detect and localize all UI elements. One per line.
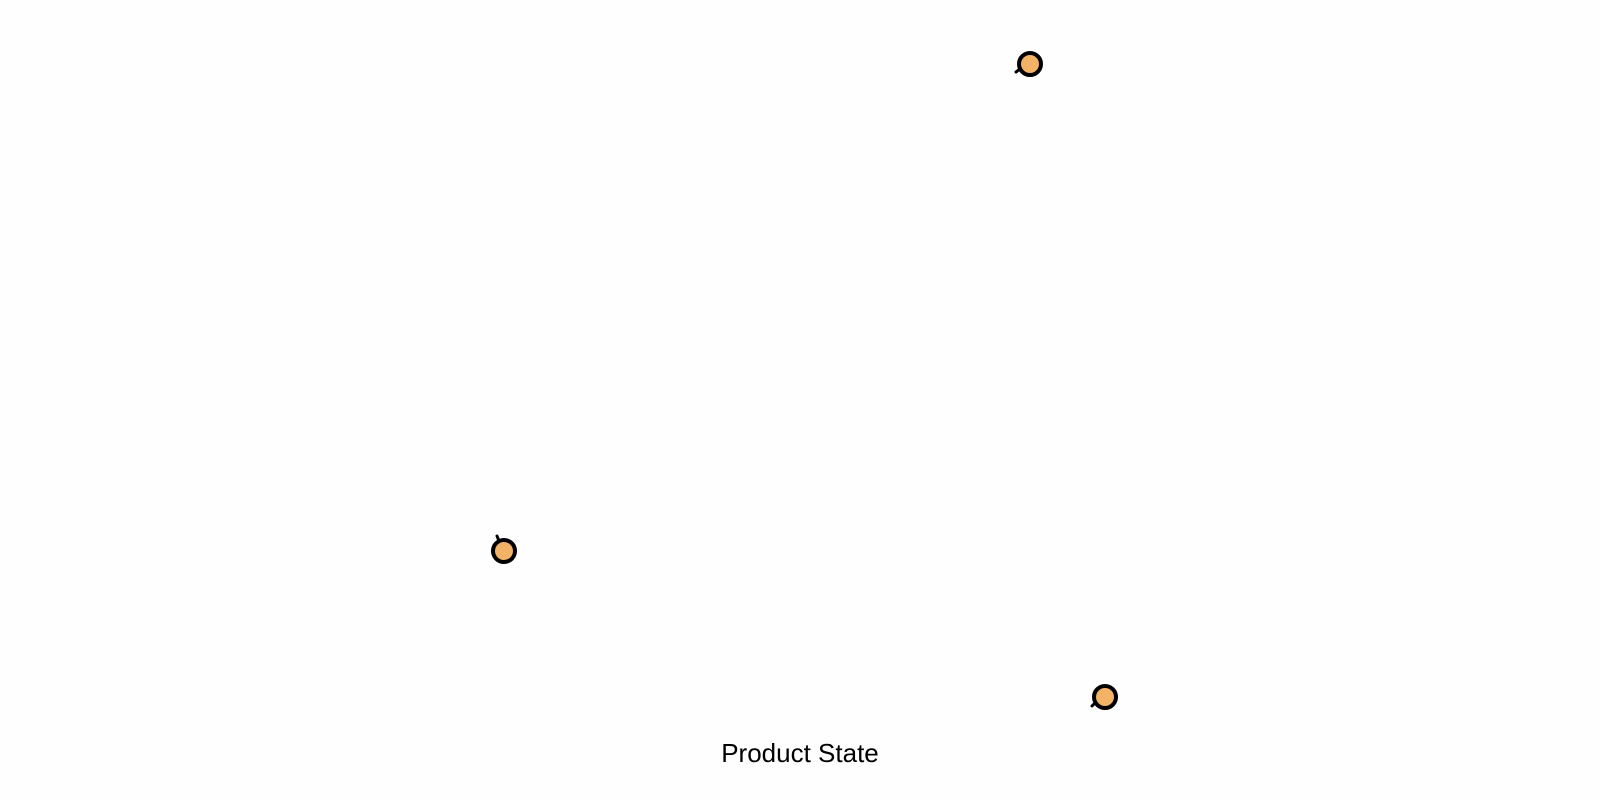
state-node[interactable] — [1014, 51, 1043, 77]
state-node[interactable] — [491, 534, 517, 564]
state-node-tail — [1014, 67, 1022, 74]
state-node-circle — [1092, 684, 1118, 710]
state-node-circle — [491, 538, 517, 564]
diagram-caption: Product State — [721, 738, 879, 768]
state-node-circle — [1017, 51, 1043, 77]
state-node-tail — [1090, 701, 1097, 708]
state-node-tail — [495, 534, 501, 543]
state-node[interactable] — [1090, 684, 1118, 710]
